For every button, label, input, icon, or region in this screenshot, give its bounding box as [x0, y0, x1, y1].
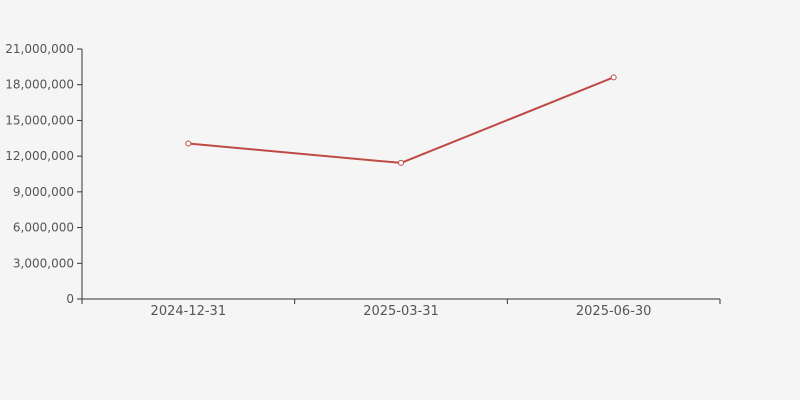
data-point-marker[interactable] — [185, 140, 192, 147]
y-axis-labels: 0 3,000,000 6,000,000 9,000,000 12,000,000 15… — [5, 42, 74, 306]
x-axis-label: 2024-12-31 — [151, 304, 227, 319]
x-axis-label: 2025-03-31 — [363, 304, 439, 319]
data-point-marker[interactable] — [610, 74, 617, 81]
x-axis-label: 2025-06-30 — [576, 304, 652, 319]
y-axis-label: 15,000,000 — [5, 113, 74, 127]
data-point-marker[interactable] — [398, 159, 404, 166]
y-axis-label: 0 — [66, 292, 74, 306]
y-axis-label: 18,000,000 — [5, 78, 74, 92]
x-axis-labels: 2024-12-31 2025-03-31 2025-06-30 — [151, 304, 652, 319]
series-layer — [185, 74, 617, 166]
series-line — [187, 76, 615, 164]
y-axis-label: 12,000,000 — [5, 149, 74, 163]
y-axis-label: 9,000,000 — [13, 185, 74, 199]
axis-lines — [77, 48, 721, 304]
y-axis-label: 6,000,000 — [13, 221, 74, 235]
y-axis-label: 3,000,000 — [13, 256, 74, 270]
y-axis-label: 21,000,000 — [5, 42, 74, 56]
